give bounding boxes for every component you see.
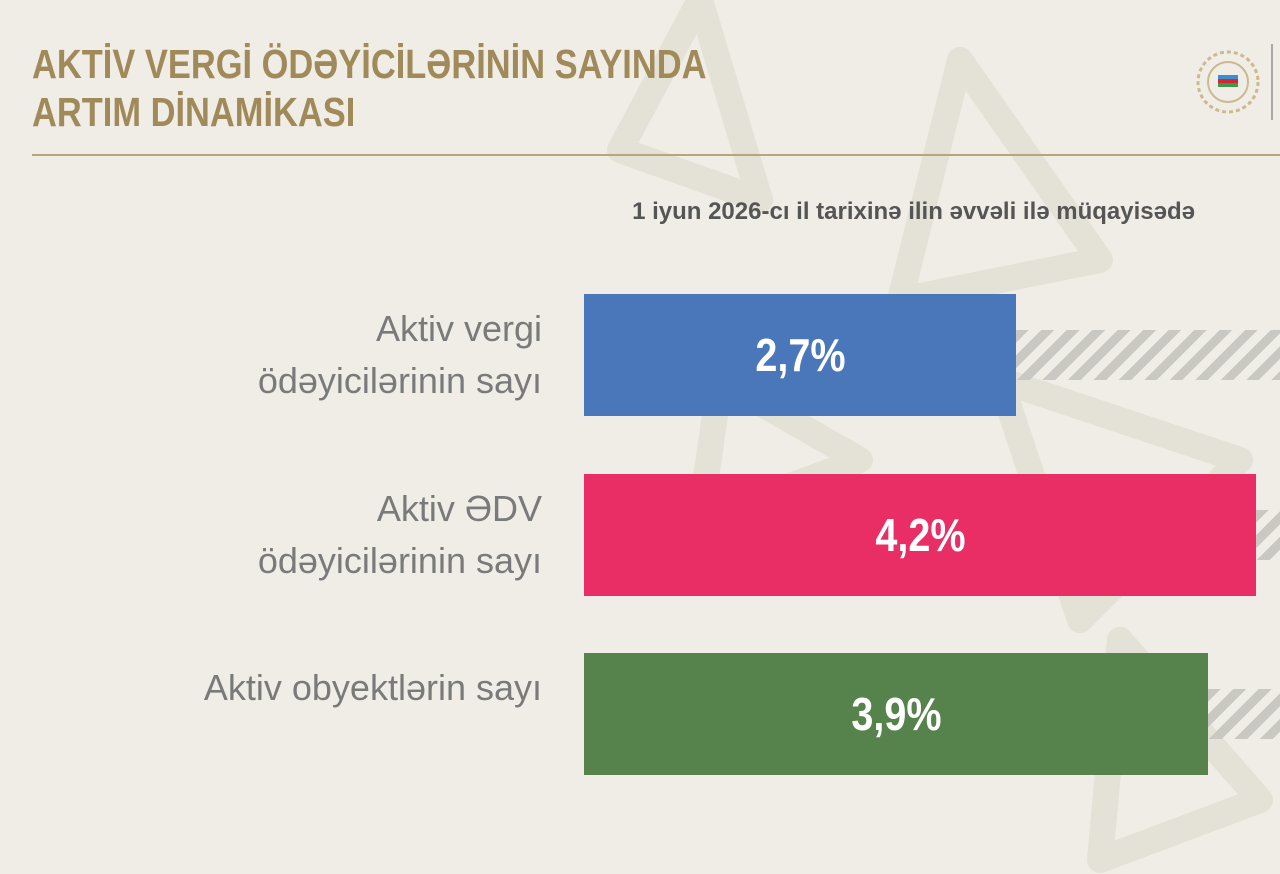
category-label: Aktiv obyektlərin sayı — [203, 667, 542, 708]
hatch-remainder — [1256, 510, 1280, 560]
bar: 4,2% — [584, 474, 1256, 596]
value-label-box: 3,9% — [584, 653, 1208, 775]
chart-subtitle: 1 iyun 2026-cı il tarixinə ilin əvvəli i… — [632, 198, 1195, 225]
logo — [1196, 50, 1260, 114]
category-label: Aktiv vergi ödəyicilərinin sayı — [257, 308, 542, 401]
value-label-box: 2,7% — [584, 294, 1016, 416]
title-rule — [32, 154, 1280, 156]
hatch-remainder — [1016, 330, 1280, 380]
value-label-box: 4,2% — [584, 474, 1256, 596]
category-label: Aktiv ƏDV ödəyicilərinin sayı — [257, 488, 542, 581]
value-label: 2,7% — [754, 329, 846, 381]
hatch-remainder — [1208, 689, 1280, 739]
bar: 2,7% — [584, 294, 1016, 416]
chart-title: AKTİV VERGİ ÖDƏYİCİLƏRİNİN SAYINDA ARTIM… — [32, 41, 706, 135]
value-label: 3,9% — [850, 688, 942, 740]
bar: 3,9% — [584, 653, 1208, 775]
value-label: 4,2% — [874, 509, 966, 561]
